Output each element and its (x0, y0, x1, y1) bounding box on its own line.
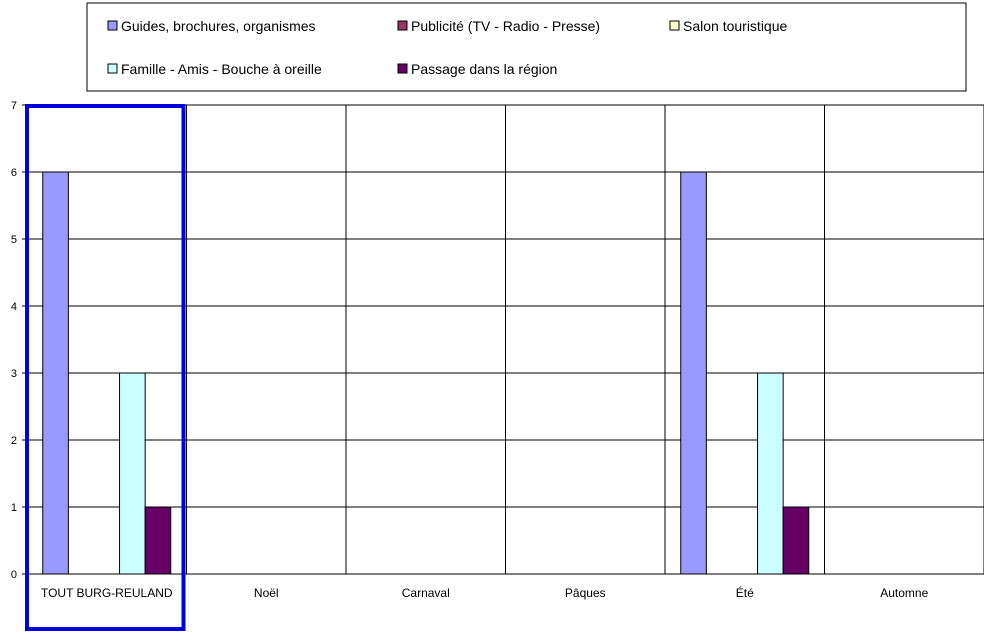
category-label: Carnaval (402, 586, 450, 600)
y-tick-label: 3 (11, 368, 17, 380)
bar (782, 506, 810, 575)
gridlines (22, 104, 984, 575)
y-tick-label: 0 (11, 569, 17, 581)
bar (42, 171, 69, 575)
legend-box (86, 2, 967, 92)
bar (680, 171, 707, 575)
y-tick-label: 5 (11, 234, 17, 246)
legend-label: Passage dans la région (411, 61, 557, 77)
legend-swatch (107, 20, 118, 31)
bar (119, 372, 146, 575)
legend-label: Publicité (TV - Radio - Presse) (411, 18, 600, 34)
legend-label: Guides, brochures, organismes (121, 18, 316, 34)
category-label: Pâques (565, 586, 606, 600)
legend: Guides, brochures, organismes Publicité (… (86, 2, 967, 92)
legend-swatch (397, 20, 408, 31)
y-axis-tick-labels: 0 1 2 3 4 5 6 7 (11, 100, 17, 581)
bar (757, 372, 784, 575)
category-labels: TOUT BURG-REULAND Noël Carnaval Pâques Été Au… (41, 585, 929, 600)
legend-label: Salon touristique (683, 18, 788, 34)
bar (144, 506, 172, 575)
category-label: Automne (880, 586, 928, 600)
category-label: TOUT BURG-REULAND (41, 586, 173, 600)
y-tick-label: 2 (11, 435, 17, 447)
legend-label: Famille - Amis - Bouche à oreille (121, 61, 322, 77)
highlight-box (25, 104, 186, 631)
category-label: Été (736, 585, 754, 600)
y-tick-label: 6 (11, 167, 17, 179)
y-tick-label: 1 (11, 502, 17, 514)
legend-swatch (669, 20, 680, 31)
category-label: Noël (254, 586, 279, 600)
legend-swatch (107, 63, 118, 74)
highlight-rectangle (25, 104, 186, 631)
y-tick-label: 4 (11, 301, 17, 313)
legend-swatch (397, 63, 408, 74)
bars (42, 171, 810, 575)
y-tick-label: 7 (11, 100, 17, 112)
